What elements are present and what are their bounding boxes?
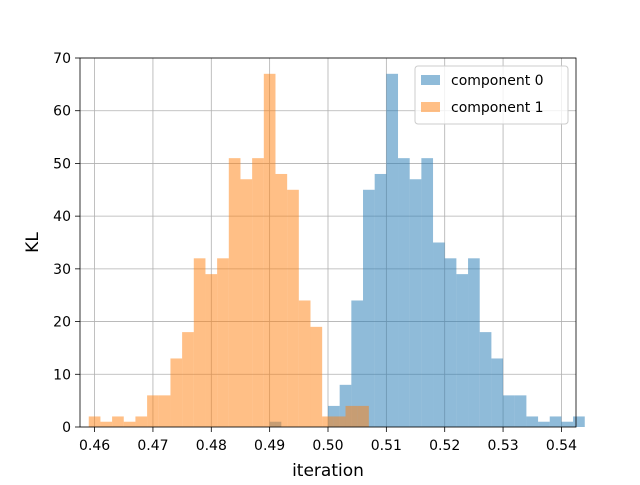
y-tick-label: 40	[53, 209, 71, 225]
bar	[351, 300, 364, 427]
x-tick-label: 0.53	[487, 438, 518, 454]
y-axis-label: KL	[23, 232, 43, 253]
bar	[333, 416, 346, 427]
y-tick-label: 0	[62, 420, 71, 436]
bar	[538, 421, 550, 427]
bar	[573, 416, 585, 427]
bar	[217, 258, 229, 427]
bar	[345, 405, 358, 427]
bar	[433, 242, 445, 427]
bar	[263, 73, 276, 428]
bar	[444, 258, 457, 427]
legend: component 0 component 1	[414, 65, 569, 125]
x-tick-label: 0.50	[312, 438, 343, 454]
bar	[468, 258, 480, 427]
x-tick-label: 0.49	[254, 438, 285, 454]
axes-layer: 0.46 0.47 0.48 0.49 0.50 0.51 0.52 0.53 0.54 0 10 2…	[53, 51, 577, 454]
legend-label-component-1: component 1	[451, 100, 544, 116]
x-axis-label: iteration	[292, 461, 364, 480]
bar	[363, 189, 375, 427]
bar	[147, 395, 159, 427]
bar	[88, 416, 101, 427]
bar	[112, 416, 124, 427]
bar	[135, 416, 148, 427]
legend-label-component-0: component 0	[451, 73, 544, 89]
bar	[298, 300, 311, 427]
bar	[228, 158, 241, 427]
legend-frame	[414, 65, 569, 125]
bar	[526, 416, 539, 427]
bar	[275, 173, 288, 427]
bar	[322, 416, 334, 427]
bar	[549, 416, 562, 427]
bar	[491, 358, 504, 427]
bar	[514, 395, 527, 427]
y-tick-label: 10	[53, 367, 71, 383]
bar	[479, 332, 492, 427]
bar	[205, 274, 218, 427]
bar	[193, 258, 206, 427]
y-tick-label: 50	[53, 156, 71, 172]
bar	[240, 179, 253, 427]
bar	[310, 326, 323, 427]
y-tick-label: 70	[53, 51, 71, 67]
bar	[409, 179, 422, 427]
x-tick-label: 0.54	[546, 438, 577, 454]
legend-swatch-component-0	[421, 75, 440, 85]
bar	[100, 421, 113, 427]
bar	[456, 274, 469, 427]
series-component-1	[88, 73, 369, 428]
x-tick-label: 0.52	[429, 438, 460, 454]
y-tick-label: 60	[53, 104, 71, 120]
y-tick-label: 20	[53, 315, 71, 331]
bar	[561, 421, 574, 427]
bar	[252, 158, 264, 427]
bar	[421, 158, 434, 427]
bar	[170, 358, 183, 427]
x-tick-label: 0.47	[137, 438, 168, 454]
x-tick-label: 0.48	[196, 438, 227, 454]
bar	[398, 158, 410, 427]
bar	[287, 189, 299, 427]
bar	[158, 395, 171, 427]
legend-swatch-component-1	[421, 102, 440, 112]
x-tick-label: 0.51	[371, 438, 402, 454]
bar	[503, 395, 515, 427]
bar	[182, 332, 194, 427]
x-tick-label: 0.46	[79, 438, 110, 454]
bar	[386, 73, 399, 428]
bars-layer	[88, 73, 585, 428]
bar	[357, 405, 369, 427]
y-tick-label: 30	[53, 262, 71, 278]
bar	[123, 421, 136, 427]
bar	[374, 173, 387, 427]
